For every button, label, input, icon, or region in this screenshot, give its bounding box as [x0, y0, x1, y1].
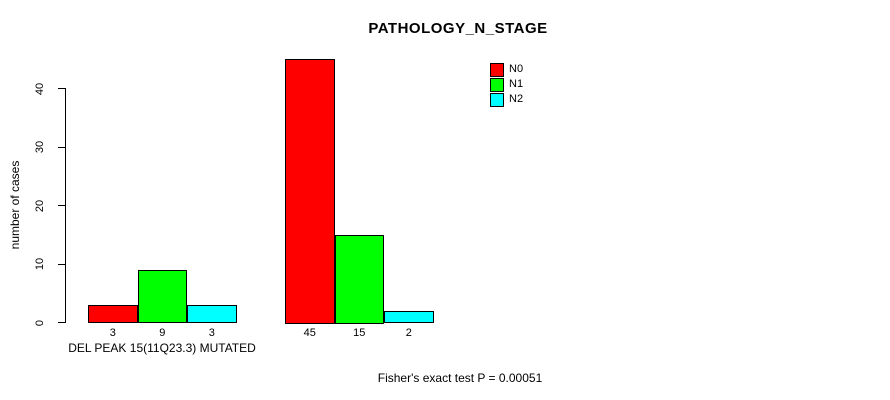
- y-tick-mark: [58, 88, 65, 89]
- bar-n2-group2: [384, 310, 434, 324]
- legend-swatch-n2: [490, 92, 504, 107]
- y-tick-label: 10: [34, 257, 46, 271]
- y-tick-mark: [58, 146, 65, 148]
- footer-stat: Fisher's exact test P = 0.00051: [377, 371, 543, 385]
- legend-item-n1: N1: [490, 77, 524, 92]
- bar-value-label: 3: [109, 326, 116, 339]
- bar-n0-group1: [88, 304, 138, 324]
- legend-label: N2: [509, 93, 524, 105]
- legend-swatch-n1: [490, 77, 504, 92]
- bar-value-label: 2: [405, 326, 412, 339]
- chart-title: PATHOLOGY_N_STAGE: [368, 20, 548, 37]
- legend-swatch-n0: [490, 62, 504, 77]
- bar-value-label: 3: [208, 326, 215, 339]
- y-tick-mark: [58, 205, 65, 206]
- y-tick-label: 30: [34, 140, 46, 154]
- bar-n0-group2: [285, 59, 335, 324]
- y-tick-label: 40: [34, 82, 46, 95]
- x-axis-label: DEL PEAK 15(11Q23.3) MUTATED: [68, 341, 256, 355]
- legend: N0 N1 N2: [490, 62, 524, 108]
- bar-value-label: 9: [159, 326, 166, 339]
- y-tick-label: 20: [34, 199, 46, 212]
- bar-n1-group1: [137, 269, 187, 324]
- bar-n1-group2: [334, 234, 384, 324]
- y-axis: [65, 88, 66, 323]
- bar-n2-group1: [187, 304, 237, 324]
- y-tick-mark: [58, 263, 65, 265]
- legend-item-n2: N2: [490, 92, 524, 107]
- y-tick-label: 0: [34, 319, 46, 326]
- legend-item-n0: N0: [490, 62, 524, 77]
- legend-label: N1: [509, 78, 524, 90]
- y-tick-mark: [58, 322, 65, 323]
- bar-value-label: 45: [303, 326, 316, 339]
- legend-label: N0: [509, 63, 524, 75]
- bar-value-label: 15: [353, 326, 366, 339]
- y-axis-label: number of cases: [8, 160, 22, 250]
